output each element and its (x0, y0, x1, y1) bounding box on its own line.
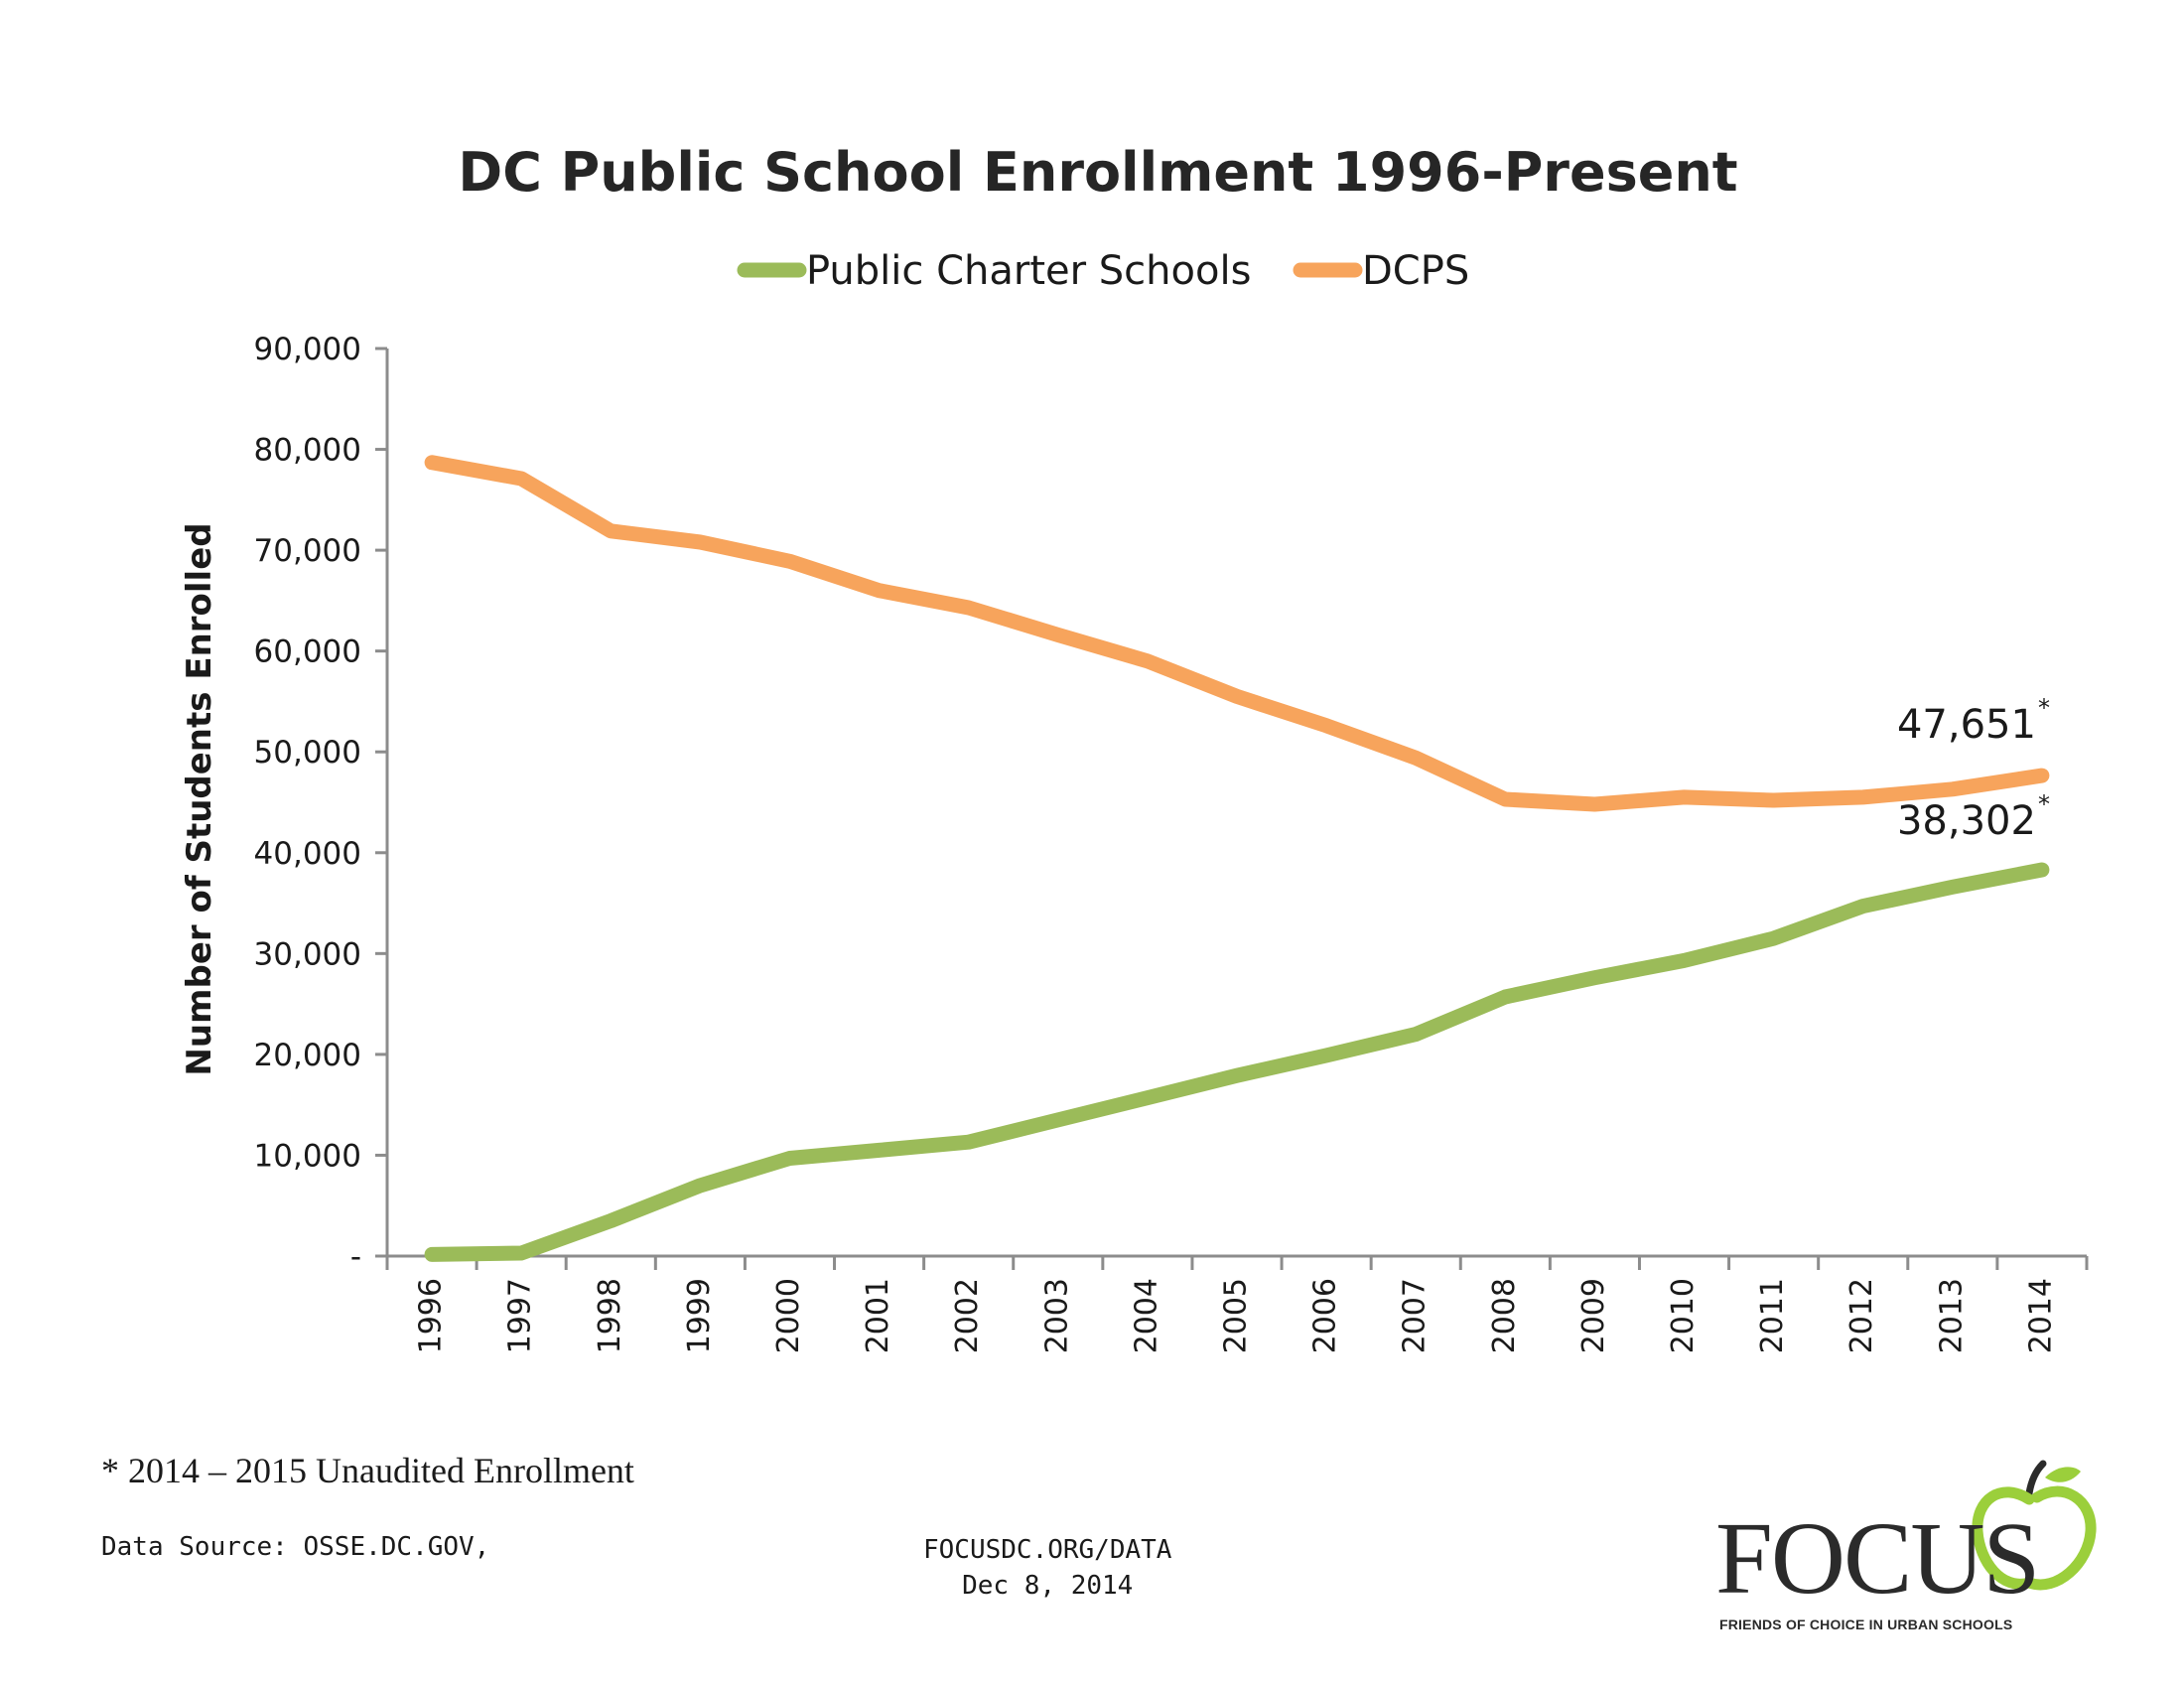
y-tick-label: 50,000 (254, 735, 361, 771)
y-tick-label: - (350, 1239, 361, 1275)
apple-icon (1972, 1460, 2097, 1591)
focus-logo: FOCUS FRIENDS OF CHOICE IN URBAN SCHOOLS (1715, 1460, 2113, 1638)
legend: Public Charter Schools DCPS (737, 248, 1469, 294)
x-tick-label: 1996 (414, 1278, 449, 1353)
x-tick-label: 2001 (861, 1278, 895, 1353)
y-axis-label: Number of Students Enrolled (180, 522, 219, 1075)
end-value-asterisk: * (2038, 694, 2050, 722)
logo-wordmark: FOCUS (1715, 1501, 2040, 1616)
end-labels: 38,302 *47,651 * (1897, 694, 2050, 844)
series-line-dcps (424, 455, 2050, 812)
x-tick-label: 2005 (1219, 1278, 1254, 1353)
x-tick-label: 2000 (771, 1278, 806, 1353)
x-tick-label: 2008 (1487, 1278, 1522, 1353)
publish-date: Dec 8, 2014 (962, 1571, 1134, 1601)
legend-label: Public Charter Schools (806, 248, 1251, 294)
y-tick-labels: - 10,000 20,000 30,000 40,000 50,000 60,000 70,… (254, 332, 361, 1275)
x-tick-label: 1998 (593, 1278, 627, 1353)
legend-label: DCPS (1362, 248, 1469, 294)
data-source: Data Source: OSSE.DC.GOV, (101, 1532, 490, 1562)
x-tick-label: 2010 (1666, 1278, 1701, 1353)
x-tick-label: 2011 (1755, 1278, 1790, 1353)
footnote: * 2014 – 2015 Unaudited Enrollment (101, 1451, 634, 1490)
y-tick-label: 80,000 (254, 433, 361, 469)
y-tick-label: 90,000 (254, 332, 361, 367)
website-url: FOCUSDC.ORG/DATA (923, 1535, 1172, 1565)
x-tick-label: 2013 (1934, 1278, 1969, 1353)
y-tick-label: 10,000 (254, 1138, 361, 1174)
x-tick-label: 2014 (2023, 1278, 2058, 1353)
logo-tagline: FRIENDS OF CHOICE IN URBAN SCHOOLS (1719, 1617, 2013, 1632)
x-tick-label: 2002 (950, 1278, 985, 1353)
website-and-date: FOCUSDC.ORG/DATA Dec 8, 2014 (923, 1532, 1171, 1604)
end-value-label: 47,651 (1897, 702, 2036, 748)
axes (375, 347, 2089, 1270)
y-tick-label: 20,000 (254, 1038, 361, 1073)
x-tick-label: 2012 (1844, 1278, 1879, 1353)
y-tick-label: 70,000 (254, 533, 361, 569)
x-tick-labels: 1996 1997 1998 1999 2000 2001 2002 2003 2004 2005… (414, 1278, 2059, 1353)
series-line-charter (424, 862, 2050, 1262)
x-tick-label: 2009 (1576, 1278, 1611, 1353)
chart-title: DC Public School Enrollment 1996-Present (458, 141, 1737, 204)
end-value-asterisk: * (2038, 790, 2050, 818)
x-tick-label: 2003 (1039, 1278, 1074, 1353)
x-tick-label: 1997 (503, 1278, 538, 1353)
series-lines (424, 455, 2050, 1262)
y-tick-label: 60,000 (254, 634, 361, 670)
x-tick-label: 2006 (1308, 1278, 1343, 1353)
y-tick-label: 30,000 (254, 936, 361, 972)
x-tick-label: 1999 (682, 1278, 717, 1353)
end-value-label: 38,302 (1897, 798, 2036, 844)
x-tick-label: 2007 (1398, 1278, 1433, 1353)
x-tick-label: 2004 (1129, 1278, 1163, 1353)
y-tick-label: 40,000 (254, 836, 361, 872)
